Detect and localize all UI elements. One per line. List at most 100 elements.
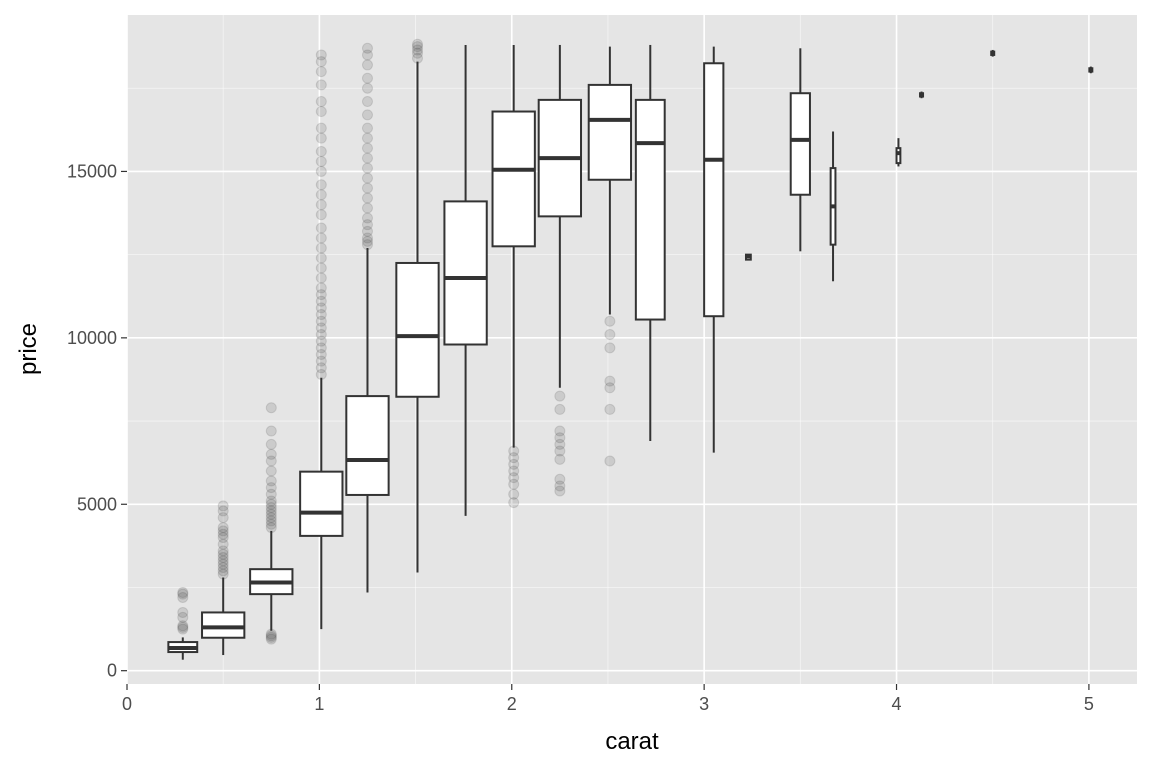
outlier-point — [315, 79, 327, 91]
axis-ticks — [121, 170, 1090, 690]
outlier-point — [217, 548, 229, 560]
x-tick-label: 1 — [314, 694, 324, 714]
outlier-point — [217, 555, 229, 567]
outlier-point — [315, 348, 327, 360]
outlier-point — [217, 522, 229, 534]
outlier-point — [508, 472, 520, 484]
outlier-point — [315, 222, 327, 234]
outlier-point — [315, 355, 327, 367]
outlier-point — [361, 59, 373, 71]
outlier-point — [217, 562, 229, 574]
outlier-point — [265, 498, 277, 510]
outlier-point — [554, 473, 566, 485]
outlier-point — [315, 329, 327, 341]
outlier-point — [265, 448, 277, 460]
outlier-point — [217, 558, 229, 570]
outlier-point — [217, 538, 229, 550]
box-iqr — [634, 98, 666, 321]
outlier-point — [315, 155, 327, 167]
outlier-point — [315, 322, 327, 334]
box-iqr — [895, 147, 902, 165]
outlier-point — [315, 262, 327, 274]
outlier-point — [411, 38, 423, 50]
outlier-point — [361, 142, 373, 154]
outlier-point — [315, 302, 327, 314]
outlier-point — [554, 390, 566, 402]
outlier-point — [217, 500, 229, 512]
outlier-point — [217, 525, 229, 537]
box-iqr — [201, 611, 246, 639]
outlier-point — [315, 309, 327, 321]
outlier-point — [315, 179, 327, 191]
outlier-point — [315, 282, 327, 294]
y-tick-label: 0 — [107, 661, 117, 681]
box-iqr — [443, 200, 488, 346]
outlier-point — [315, 335, 327, 347]
outlier-point — [361, 192, 373, 204]
outlier-point — [217, 545, 229, 557]
outlier-point — [361, 109, 373, 121]
x-axis-title: carat — [605, 728, 659, 755]
outlier-point — [554, 485, 566, 497]
outlier-point — [604, 382, 616, 394]
box-iqr — [299, 470, 344, 537]
outlier-point — [554, 480, 566, 492]
outlier-point — [265, 518, 277, 530]
y-tick-label: 10000 — [67, 328, 117, 348]
outlier-point — [177, 606, 189, 618]
outlier-point — [361, 49, 373, 61]
x-tick-label: 0 — [122, 694, 132, 714]
outlier-point — [315, 362, 327, 374]
outlier-point — [177, 611, 189, 623]
outlier-point — [315, 189, 327, 201]
outlier-point — [508, 478, 520, 490]
outlier-point — [217, 565, 229, 577]
outlier-point — [265, 495, 277, 507]
outlier-point — [217, 532, 229, 544]
outlier-point — [265, 488, 277, 500]
outlier-point — [315, 252, 327, 264]
outlier-point — [604, 403, 616, 415]
outlier-point — [361, 172, 373, 184]
outlier-point — [315, 199, 327, 211]
outlier-point — [604, 455, 616, 467]
outlier-point — [554, 445, 566, 457]
outlier-point — [361, 42, 373, 54]
outlier-point — [265, 475, 277, 487]
y-tick-label: 15000 — [67, 161, 117, 181]
outlier-point — [217, 528, 229, 540]
outlier-point — [315, 66, 327, 78]
outlier-point — [554, 438, 566, 450]
outlier-point — [604, 375, 616, 387]
outlier-point — [177, 620, 189, 632]
outlier-point — [508, 452, 520, 464]
outlier-point — [265, 502, 277, 514]
outlier-point — [315, 145, 327, 157]
outlier-point — [315, 295, 327, 307]
outlier-point — [315, 132, 327, 144]
outlier-point — [315, 56, 327, 68]
outlier-point — [361, 202, 373, 214]
outlier-point — [217, 512, 229, 524]
outlier-point — [508, 465, 520, 477]
outlier-point — [554, 403, 566, 415]
outlier-point — [411, 47, 423, 59]
outlier-point — [361, 219, 373, 231]
outlier-point — [361, 162, 373, 174]
outlier-point — [315, 122, 327, 134]
outlier-point — [361, 122, 373, 134]
outlier-point — [177, 588, 189, 600]
outlier-point — [265, 465, 277, 477]
outlier-point — [508, 458, 520, 470]
box-iqr — [703, 62, 725, 318]
x-tick-label: 4 — [892, 694, 902, 714]
box-iqr — [491, 110, 536, 248]
outlier-point — [315, 96, 327, 108]
outlier-point — [315, 106, 327, 118]
outlier-point — [361, 96, 373, 108]
outlier-point — [315, 315, 327, 327]
outlier-point — [361, 72, 373, 84]
outliers — [177, 38, 616, 645]
outlier-point — [361, 232, 373, 244]
box-iqr — [345, 395, 390, 496]
